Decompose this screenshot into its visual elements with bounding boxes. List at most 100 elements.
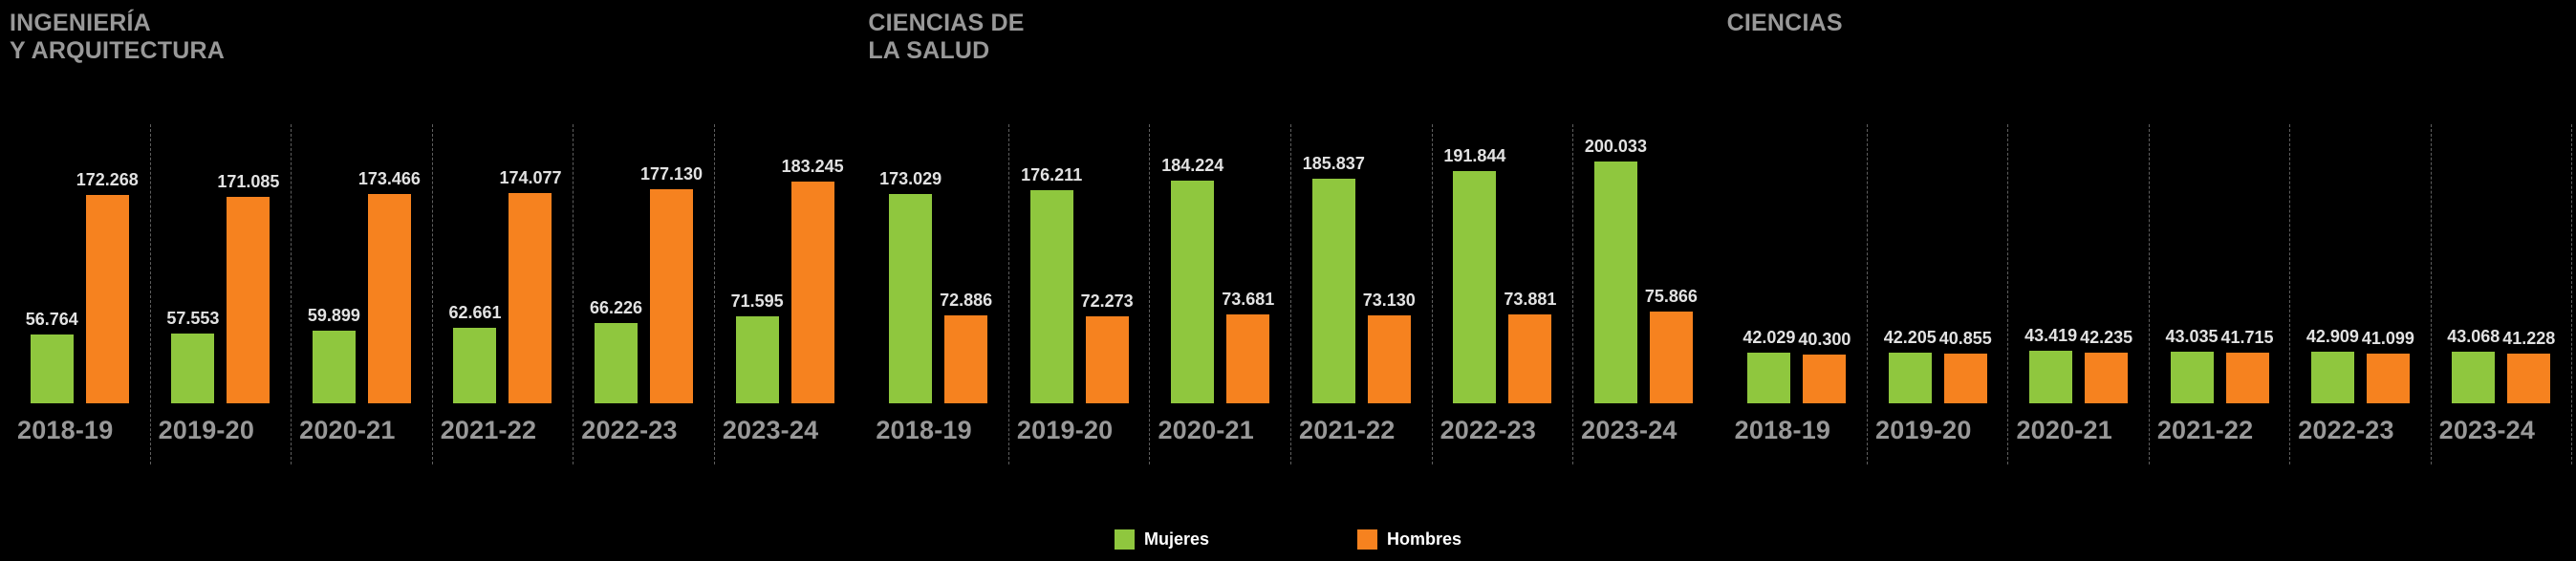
year-label: 2018-19 [876, 416, 972, 444]
bar-column-mujeres: 185.837 [1303, 154, 1365, 403]
bar-column-hombres: 172.268 [76, 170, 139, 403]
year-label: 2021-22 [440, 416, 537, 444]
year-label: 2019-20 [158, 416, 255, 444]
bar-value-mujeres: 191.844 [1443, 146, 1506, 165]
year-label: 2021-22 [2156, 416, 2254, 444]
bars-pair: 43.419 42.235 [2008, 124, 2148, 403]
bars-pair: 42.029 40.300 [1727, 124, 1867, 403]
panel-title: CIENCIAS [1727, 10, 2572, 69]
legend-label-hombres: Hombres [1387, 529, 1462, 549]
year-group-2019-20: 57.553 171.085 2019-20 [149, 124, 292, 464]
bar-value-mujeres: 59.899 [307, 306, 360, 325]
panel-title-line: CIENCIAS [1726, 10, 1843, 36]
bar-hombres [509, 193, 552, 403]
bar-mujeres [1593, 162, 1637, 403]
year-groups: 173.029 72.886 2018-19 176.211 72.273 2019-20… [868, 124, 1713, 464]
bar-column-hombres: 41.715 [2220, 328, 2274, 403]
year-group-2021-22: 62.661 174.077 2021-22 [431, 124, 574, 464]
bars-pair: 176.211 72.273 [1009, 124, 1150, 403]
bar-value-hombres: 41.228 [2502, 329, 2556, 348]
bar-column-hombres: 73.130 [1363, 291, 1416, 403]
bar-value-mujeres: 43.035 [2165, 327, 2219, 346]
year-group-2019-20: 176.211 72.273 2019-20 [1007, 124, 1150, 464]
bar-column-hombres: 72.886 [940, 291, 992, 403]
bar-hombres [1508, 314, 1552, 403]
bar-column-mujeres: 42.205 [1884, 328, 1937, 403]
chart-legend: Mujeres Hombres [0, 529, 2576, 550]
bar-value-hombres: 75.866 [1644, 287, 1698, 306]
year-groups: 42.029 40.300 2018-19 42.205 40.855 2019-20 43… [1727, 124, 2572, 464]
bar-value-hombres: 42.235 [2080, 328, 2133, 347]
bar-column-mujeres: 184.224 [1161, 156, 1223, 403]
bar-value-mujeres: 200.033 [1584, 137, 1647, 156]
bar-value-mujeres: 56.764 [25, 310, 78, 329]
bars-pair: 173.029 72.886 [868, 124, 1008, 403]
bar-column-hombres: 40.300 [1798, 330, 1851, 403]
year-label: 2019-20 [1875, 416, 1972, 444]
bar-hombres [85, 195, 129, 403]
bar-value-hombres: 173.466 [357, 169, 421, 188]
bar-hombres [1085, 316, 1129, 403]
bar-value-hombres: 40.300 [1798, 330, 1851, 349]
year-label: 2020-21 [1158, 416, 1254, 444]
bars-pair: 184.224 73.681 [1150, 124, 1290, 403]
bar-value-hombres: 171.085 [217, 172, 280, 191]
legend-label-mujeres: Mujeres [1143, 529, 1209, 549]
bar-mujeres [1311, 179, 1355, 403]
bar-hombres [1803, 355, 1847, 403]
bar-column-mujeres: 43.035 [2165, 327, 2219, 403]
bar-mujeres [1888, 353, 1932, 403]
bar-value-mujeres: 42.909 [2305, 327, 2359, 346]
panel-title-line: INGENIERÍA [10, 10, 151, 36]
bar-mujeres [2029, 351, 2073, 403]
bars-pair: 62.661 174.077 [433, 124, 574, 403]
year-label: 2018-19 [17, 416, 114, 444]
bar-mujeres [30, 334, 74, 403]
bars-pair: 42.205 40.855 [1868, 124, 2007, 403]
chart-panels: INGENIERÍA Y ARQUITECTURA 56.764 172.268 201… [0, 0, 2576, 464]
bar-value-mujeres: 185.837 [1302, 154, 1365, 173]
bar-value-hombres: 174.077 [499, 168, 562, 187]
bars-pair: 42.909 41.099 [2290, 124, 2430, 403]
bar-hombres [944, 315, 988, 403]
legend-swatch-hombres-icon [1357, 529, 1377, 550]
bar-mujeres [889, 194, 933, 403]
bar-hombres [2085, 353, 2129, 403]
bar-column-hombres: 73.881 [1504, 290, 1556, 403]
bars-pair: 59.899 173.466 [292, 124, 432, 403]
bar-column-hombres: 40.855 [1939, 329, 1992, 403]
bar-hombres [790, 182, 834, 403]
bar-column-mujeres: 173.029 [879, 169, 942, 403]
year-group-2020-21: 184.224 73.681 2020-21 [1149, 124, 1290, 464]
year-label: 2020-21 [2016, 416, 2112, 444]
bars-pair: 71.595 183.245 [715, 124, 855, 403]
bar-column-mujeres: 42.909 [2306, 327, 2359, 403]
year-group-2020-21: 59.899 173.466 2020-21 [291, 124, 432, 464]
year-groups: 56.764 172.268 2018-19 57.553 171.085 2019-20… [10, 124, 855, 464]
bar-value-mujeres: 43.419 [2024, 326, 2078, 345]
bar-mujeres [595, 323, 639, 403]
panel-title-line: Y ARQUITECTURA [10, 37, 226, 64]
bar-hombres [2507, 354, 2551, 403]
bar-column-hombres: 72.273 [1081, 291, 1134, 403]
bar-hombres [1943, 354, 1987, 403]
year-group-2019-20: 42.205 40.855 2019-20 [1867, 124, 2007, 464]
bar-mujeres [2170, 352, 2214, 403]
bar-column-hombres: 75.866 [1645, 287, 1698, 403]
year-group-2022-23: 42.909 41.099 2022-23 [2289, 124, 2430, 464]
bar-hombres [2366, 354, 2410, 403]
panel-ingenieria-y-arquitectura: INGENIERÍA Y ARQUITECTURA 56.764 172.268 201… [0, 0, 858, 464]
bar-hombres [227, 197, 271, 403]
year-group-2022-23: 191.844 73.881 2022-23 [1431, 124, 1573, 464]
bar-mujeres [1747, 353, 1791, 403]
bars-pair: 185.837 73.130 [1291, 124, 1432, 403]
bar-mujeres [171, 334, 215, 403]
bars-pair: 66.226 177.130 [574, 124, 714, 403]
bar-column-hombres: 42.235 [2080, 328, 2132, 403]
year-label: 2021-22 [1299, 416, 1396, 444]
year-group-2018-19: 56.764 172.268 2018-19 [10, 124, 150, 464]
panel-ciencias: CIENCIAS 42.029 40.300 2018-19 42.205 40.855 2… [1718, 0, 2576, 464]
bar-column-hombres: 174.077 [499, 168, 562, 403]
bar-hombres [2225, 353, 2269, 403]
bar-hombres [1226, 314, 1270, 403]
